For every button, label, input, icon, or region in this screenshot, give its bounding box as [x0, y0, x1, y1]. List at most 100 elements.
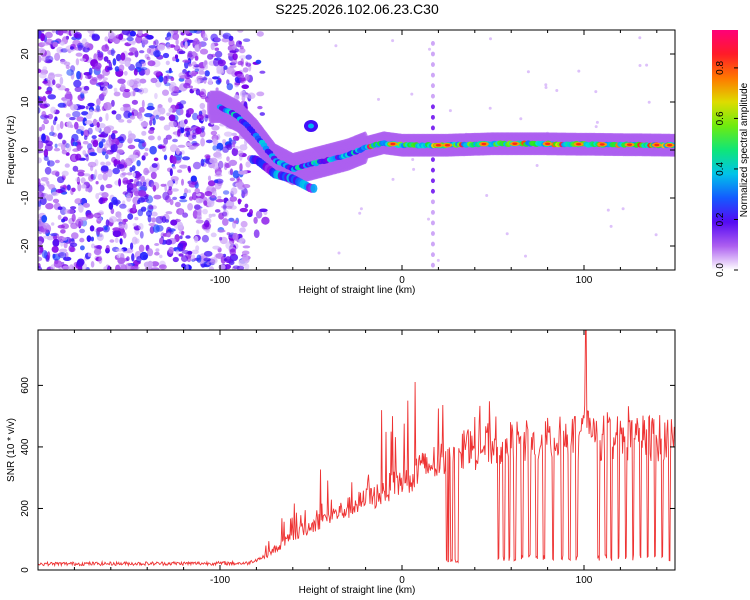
noise-speck [64, 163, 70, 168]
noise-speck [144, 113, 153, 118]
noise-speck [162, 191, 170, 201]
noise-speck [116, 164, 125, 169]
noise-speck [177, 129, 181, 137]
colorbar-label: Normalized spectral amplitude [739, 82, 750, 217]
noise-speck [245, 62, 252, 67]
noise-speck [126, 256, 130, 262]
noise-speck [154, 251, 160, 256]
noise-speck [52, 41, 58, 48]
noise-speck [126, 79, 134, 87]
noise-speck [142, 87, 149, 94]
noise-speck [89, 225, 95, 232]
noise-speck [231, 59, 238, 65]
noise-speck [80, 90, 89, 94]
noise-speck [175, 38, 179, 46]
noise-speck [137, 190, 147, 197]
stripe-dot [430, 188, 435, 194]
noise-speck [105, 245, 110, 251]
noise-speck [43, 148, 49, 158]
noise-speck [154, 92, 158, 100]
noise-speck [44, 144, 53, 152]
noise-speck [129, 167, 133, 173]
noise-speck [213, 37, 221, 42]
noise-speck [72, 111, 81, 118]
noise-speck [229, 196, 238, 202]
noise-speck [162, 89, 169, 96]
noise-speck [91, 243, 95, 249]
noise-speck [535, 164, 539, 167]
noise-speck [259, 70, 266, 74]
noise-speck [159, 107, 166, 115]
stripe-dot [430, 241, 435, 247]
noise-speck [144, 68, 151, 76]
noise-speck [47, 79, 51, 87]
noise-speck [134, 216, 139, 221]
noise-speck [201, 234, 209, 243]
noise-speck [160, 183, 167, 187]
noise-speck [103, 56, 109, 62]
noise-speck [105, 113, 109, 121]
noise-speck [88, 67, 93, 76]
stripe-dot [430, 83, 435, 89]
noise-speck [202, 33, 208, 42]
noise-speck [150, 267, 160, 270]
noise-speck [121, 172, 127, 176]
noise-speck [212, 145, 218, 151]
noise-speck [50, 125, 54, 133]
noise-speck [93, 248, 102, 256]
noise-speck [647, 100, 651, 104]
noise-speck [153, 194, 162, 200]
noise-speck [40, 30, 45, 33]
noise-speck [142, 181, 147, 187]
noise-speck [105, 153, 109, 160]
noise-speck [132, 223, 137, 227]
track-hotspot-core [627, 143, 632, 146]
noise-speck [146, 210, 152, 217]
noise-speck [57, 176, 65, 184]
noise-speck [85, 113, 92, 120]
bottom-x-tick-label: 100 [576, 575, 593, 586]
noise-speck [175, 249, 180, 255]
heatmap-area [38, 30, 675, 270]
noise-speck [215, 79, 221, 85]
noise-speck [242, 67, 249, 73]
noise-speck [261, 216, 270, 225]
noise-speck [334, 44, 338, 48]
noise-speck [239, 227, 246, 233]
noise-speck [167, 228, 176, 232]
noise-speck [60, 41, 65, 46]
noise-speck [38, 86, 42, 90]
noise-speck [70, 206, 77, 210]
noise-speck [57, 132, 63, 140]
noise-speck [187, 250, 193, 255]
noise-speck [87, 143, 93, 150]
noise-speck [45, 90, 52, 95]
noise-speck [256, 31, 264, 37]
noise-speck [241, 188, 249, 197]
noise-speck [238, 170, 247, 175]
noise-speck [229, 177, 236, 182]
noise-speck [69, 116, 76, 121]
noise-speck [191, 181, 198, 186]
noise-speck [98, 255, 103, 264]
noise-speck [117, 78, 126, 84]
noise-speck [544, 83, 548, 87]
noise-speck [167, 180, 174, 188]
noise-speck [99, 197, 104, 205]
noise-speck [64, 88, 70, 92]
noise-speck [83, 85, 90, 91]
noise-speck [52, 191, 58, 196]
noise-speck [147, 260, 154, 268]
noise-speck [183, 192, 188, 198]
noise-speck [194, 68, 199, 72]
noise-speck [166, 43, 171, 50]
noise-speck [158, 116, 166, 121]
noise-speck [211, 213, 216, 217]
noise-speck [158, 145, 166, 149]
top-y-tick-label: 10 [20, 96, 31, 108]
noise-speck [48, 184, 56, 190]
noise-speck [102, 172, 108, 181]
noise-speck [337, 251, 341, 255]
noise-speck [140, 175, 146, 183]
noise-speck [214, 173, 223, 177]
